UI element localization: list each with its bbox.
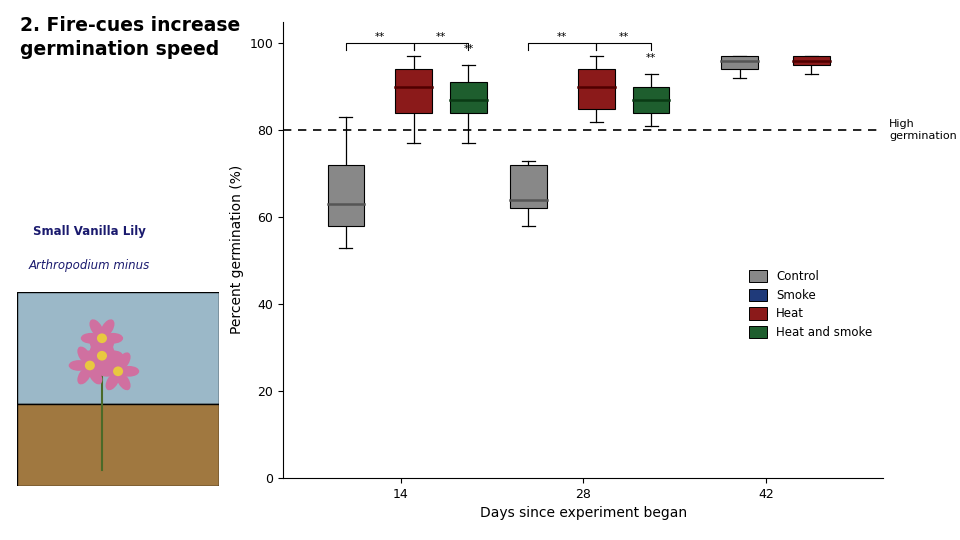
Ellipse shape: [101, 319, 114, 337]
Ellipse shape: [119, 366, 139, 377]
Ellipse shape: [78, 347, 91, 364]
Ellipse shape: [97, 366, 117, 377]
Ellipse shape: [89, 337, 104, 354]
FancyBboxPatch shape: [17, 292, 219, 404]
Text: High
germination: High germination: [889, 119, 957, 141]
Ellipse shape: [101, 340, 114, 357]
Ellipse shape: [101, 357, 114, 375]
Text: **: **: [646, 53, 656, 63]
Circle shape: [97, 333, 107, 343]
Ellipse shape: [88, 347, 103, 364]
Text: **: **: [436, 32, 446, 43]
Ellipse shape: [103, 350, 123, 361]
Bar: [633, 87, 669, 113]
Bar: [396, 70, 432, 113]
Legend: Control, Smoke, Heat, Heat and smoke: Control, Smoke, Heat, Heat and smoke: [744, 265, 877, 344]
Ellipse shape: [78, 367, 91, 384]
Ellipse shape: [88, 367, 103, 384]
Bar: [578, 70, 614, 109]
Bar: [793, 56, 829, 65]
Bar: [450, 83, 487, 113]
Ellipse shape: [101, 337, 114, 354]
Circle shape: [97, 351, 107, 361]
FancyBboxPatch shape: [17, 404, 219, 486]
Text: Arthropodium minus: Arthropodium minus: [29, 259, 150, 272]
Ellipse shape: [69, 360, 89, 371]
Bar: [510, 165, 546, 208]
Text: **: **: [374, 32, 385, 43]
Ellipse shape: [89, 319, 104, 337]
Ellipse shape: [91, 360, 111, 371]
Text: **: **: [557, 32, 567, 43]
Ellipse shape: [117, 353, 131, 370]
Ellipse shape: [81, 350, 101, 361]
Circle shape: [84, 361, 95, 370]
Ellipse shape: [106, 373, 119, 390]
Text: **: **: [464, 44, 473, 54]
Ellipse shape: [117, 373, 131, 390]
Bar: [327, 165, 364, 226]
Ellipse shape: [89, 357, 104, 375]
Ellipse shape: [103, 333, 123, 343]
Ellipse shape: [106, 353, 119, 370]
Text: Small Vanilla Lily: Small Vanilla Lily: [33, 225, 146, 238]
Ellipse shape: [89, 340, 104, 357]
Text: 2. Fire-cues increase
germination speed: 2. Fire-cues increase germination speed: [20, 16, 241, 59]
X-axis label: Days since experiment began: Days since experiment began: [480, 506, 686, 520]
Text: **: **: [618, 32, 629, 43]
Y-axis label: Percent germination (%): Percent germination (%): [230, 165, 244, 334]
Circle shape: [113, 367, 123, 376]
Bar: [722, 56, 758, 70]
Ellipse shape: [81, 333, 101, 343]
